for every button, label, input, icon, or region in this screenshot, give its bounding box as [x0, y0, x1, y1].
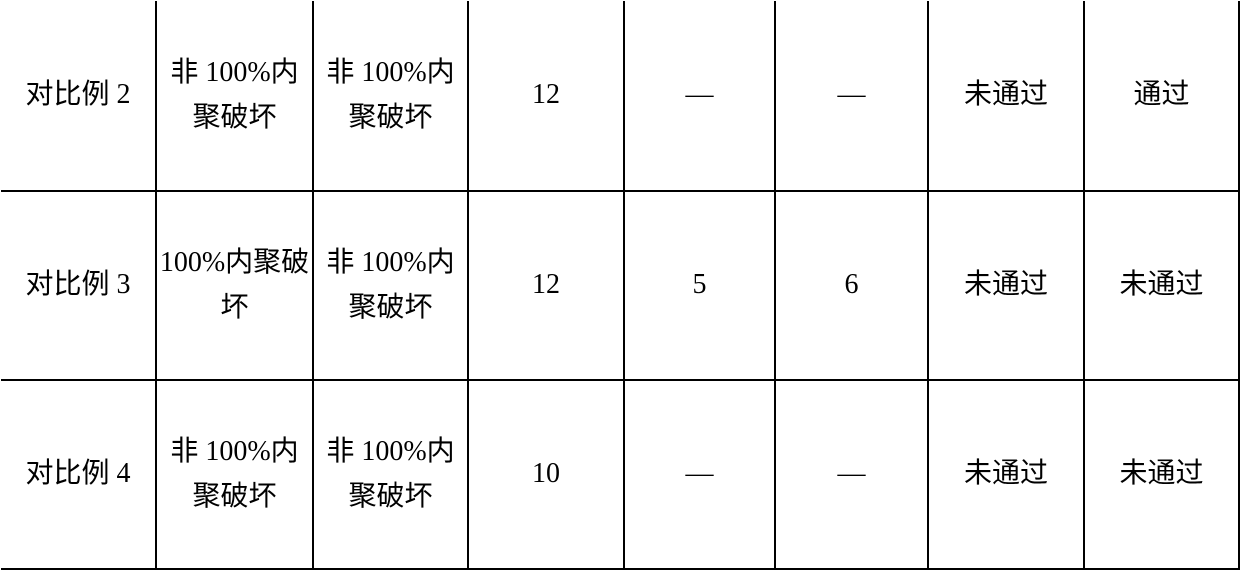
result-1-cell: 未通过 [928, 1, 1084, 191]
cohesion-2-cell: 非 100%内聚破坏 [313, 1, 468, 191]
value-1-cell: 12 [468, 1, 624, 191]
table-row: 对比例 3 100%内聚破坏 非 100%内聚破坏 12 5 6 未通过 未通过 [1, 191, 1239, 380]
table-row: 对比例 4 非 100%内聚破坏 非 100%内聚破坏 10 — — 未通过 未… [1, 380, 1239, 569]
value-3-cell: — [775, 380, 928, 569]
table-row: 对比例 2 非 100%内聚破坏 非 100%内聚破坏 12 — — 未通过 通… [1, 1, 1239, 191]
result-2-cell: 未通过 [1084, 191, 1239, 380]
result-2-cell: 通过 [1084, 1, 1239, 191]
value-3-cell: 6 [775, 191, 928, 380]
cohesion-1-cell: 100%内聚破坏 [156, 191, 313, 380]
cohesion-2-cell: 非 100%内聚破坏 [313, 380, 468, 569]
result-2-cell: 未通过 [1084, 380, 1239, 569]
result-1-cell: 未通过 [928, 380, 1084, 569]
row-label-cell: 对比例 2 [1, 1, 156, 191]
row-label-cell: 对比例 4 [1, 380, 156, 569]
cohesion-1-cell: 非 100%内聚破坏 [156, 1, 313, 191]
cohesion-2-cell: 非 100%内聚破坏 [313, 191, 468, 380]
row-label-cell: 对比例 3 [1, 191, 156, 380]
value-2-cell: — [624, 1, 775, 191]
value-1-cell: 12 [468, 191, 624, 380]
value-3-cell: — [775, 1, 928, 191]
result-1-cell: 未通过 [928, 191, 1084, 380]
value-2-cell: — [624, 380, 775, 569]
value-2-cell: 5 [624, 191, 775, 380]
value-1-cell: 10 [468, 380, 624, 569]
comparison-table: 对比例 2 非 100%内聚破坏 非 100%内聚破坏 12 — — 未通过 通… [1, 1, 1240, 570]
cohesion-1-cell: 非 100%内聚破坏 [156, 380, 313, 569]
